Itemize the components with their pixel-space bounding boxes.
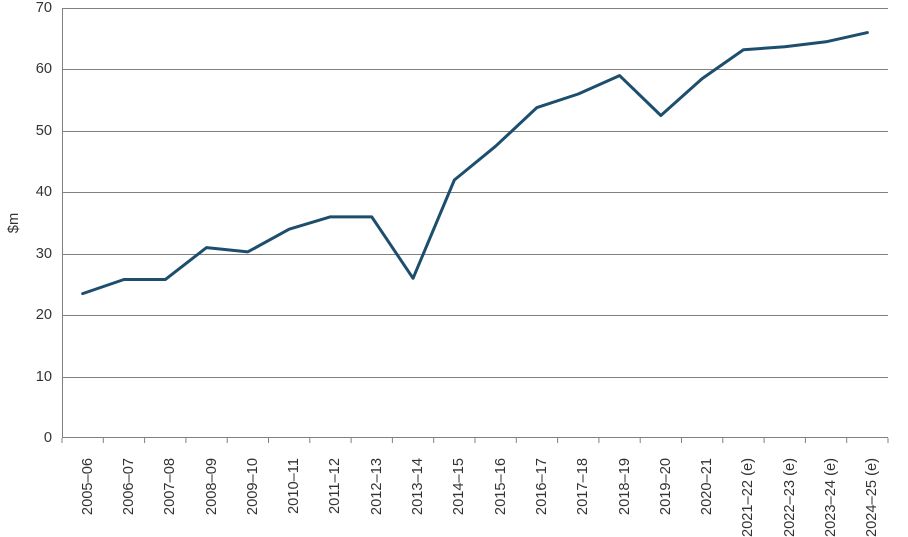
line-chart: $m 010203040506070 2005–062006–072007–08… [0,0,908,528]
series-line [0,0,908,528]
